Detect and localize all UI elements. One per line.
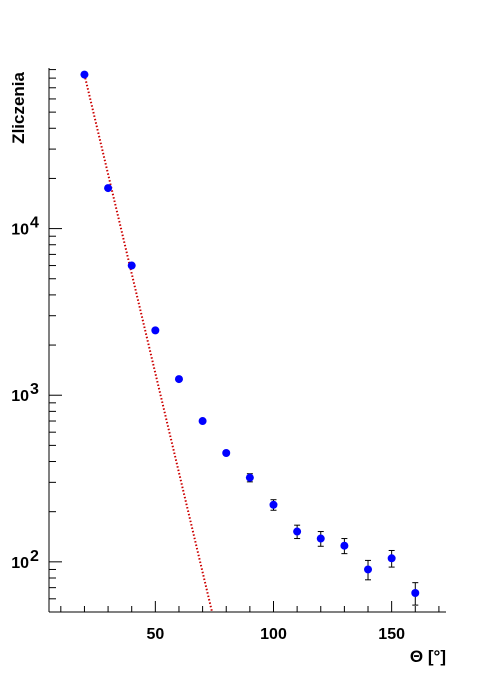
- y-tick-label-exponent: 2: [30, 548, 39, 565]
- data-point: [293, 527, 302, 536]
- data-point: [269, 500, 278, 509]
- data-point: [174, 375, 183, 384]
- y-tick-label-exponent: 4: [30, 215, 39, 232]
- x-tick-label: 50: [146, 626, 164, 643]
- data-point: [222, 448, 231, 457]
- data-points-group: [80, 70, 420, 606]
- data-point: [151, 326, 160, 335]
- y-tick-label: 10: [11, 555, 29, 572]
- fit-line: [83, 74, 214, 613]
- data-point: [364, 565, 373, 574]
- axes-frame: [48, 68, 446, 613]
- data-point: [340, 541, 349, 550]
- y-tick-label-exponent: 3: [30, 381, 39, 398]
- fit-line-group: [83, 74, 214, 613]
- data-point: [80, 70, 89, 79]
- x-tick-label: 150: [378, 626, 405, 643]
- x-tick-label: 100: [260, 626, 287, 643]
- data-point: [316, 534, 325, 543]
- data-point: [127, 261, 136, 270]
- data-point: [245, 473, 254, 482]
- x-axis-ticks: 50 100 150: [60, 601, 440, 643]
- data-point: [198, 417, 207, 426]
- data-point: [411, 589, 420, 598]
- data-point: [104, 184, 113, 193]
- x-axis-label: Θ [°]: [410, 647, 446, 666]
- data-point: [387, 554, 396, 563]
- y-axis-label: Zliczenia: [9, 71, 28, 143]
- y-tick-label: 10: [11, 388, 29, 405]
- y-tick-label: 10: [11, 222, 29, 239]
